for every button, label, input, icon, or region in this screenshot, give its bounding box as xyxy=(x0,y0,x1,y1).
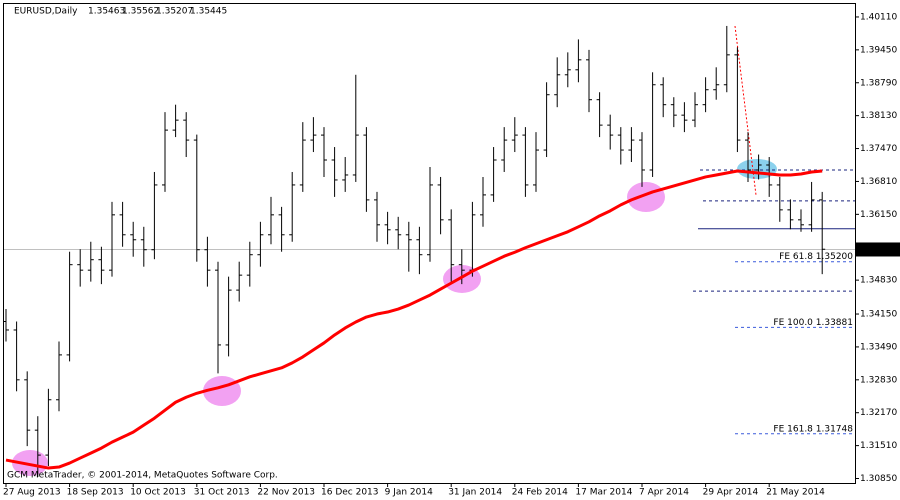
x-tick-label: 31 Oct 2013 xyxy=(194,488,250,498)
y-tick-label: 1.38130 xyxy=(860,111,897,121)
footer: GCM MetaTrader, © 2001-2014, MetaQuotes … xyxy=(7,471,278,481)
y-tick-label: 1.34830 xyxy=(860,276,897,286)
y-tick-label: 1.33490 xyxy=(860,342,897,352)
y-tick-label: 1.30850 xyxy=(860,474,897,484)
x-tick-label: 27 Aug 2013 xyxy=(3,488,61,498)
y-tick-label: 1.36150 xyxy=(860,210,897,220)
x-tick-label: 16 Dec 2013 xyxy=(321,488,379,498)
y-tick-label: 1.34150 xyxy=(860,310,897,320)
y-tick-label: 1.39450 xyxy=(860,45,897,55)
last-price-box xyxy=(856,242,900,257)
x-tick-label: 22 Nov 2013 xyxy=(257,488,315,498)
highlight xyxy=(627,182,665,212)
last-price-label: 1.35445 xyxy=(860,245,897,255)
y-tick-label: 1.32170 xyxy=(860,408,897,418)
x-tick-label: 21 May 2014 xyxy=(766,488,825,498)
header-open: 1.35463 xyxy=(88,7,125,17)
x-tick-label: 24 Feb 2014 xyxy=(512,488,568,498)
y-tick-label: 1.38790 xyxy=(860,78,897,88)
x-tick-label: 31 Jan 2014 xyxy=(448,488,502,498)
x-tick-label: 7 Apr 2014 xyxy=(639,488,689,498)
header-close: 1.35445 xyxy=(190,7,227,17)
header-high: 1.35562 xyxy=(122,7,159,17)
x-tick-label: 18 Sep 2013 xyxy=(67,488,124,498)
y-tick-label: 1.32830 xyxy=(860,375,897,385)
moving-average xyxy=(5,169,823,470)
fibo-label: FE 161.8 1.31748 xyxy=(773,424,853,434)
x-tick-label: 17 Mar 2014 xyxy=(575,488,632,498)
y-tick-label: 1.31510 xyxy=(860,441,897,451)
highlight xyxy=(12,450,48,476)
fibo-label: FE 61.8 1.35200 xyxy=(779,252,853,262)
x-tick-label: 10 Oct 2013 xyxy=(130,488,186,498)
fibo-label: FE 100.0 1.33881 xyxy=(773,318,853,328)
trend-line xyxy=(734,25,757,196)
x-tick-label: 29 Apr 2014 xyxy=(703,488,759,498)
y-tick-label: 1.37470 xyxy=(860,144,897,154)
annotations xyxy=(12,25,777,476)
highlight xyxy=(737,159,777,179)
symbol: EURUSD,Daily xyxy=(14,7,78,17)
x-tick-label: 9 Jan 2014 xyxy=(385,488,433,498)
y-tick-label: 1.40110 xyxy=(860,12,897,22)
plot-frame xyxy=(3,3,856,484)
header-low: 1.35207 xyxy=(156,7,193,17)
y-tick-label: 1.36810 xyxy=(860,177,897,187)
